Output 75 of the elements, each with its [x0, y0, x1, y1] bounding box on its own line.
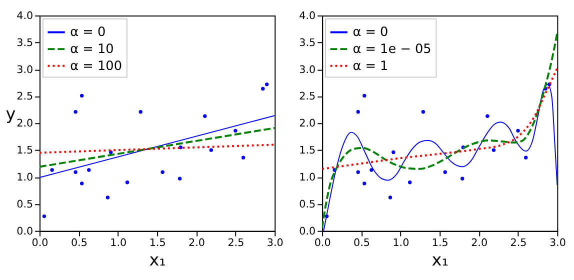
y-tick-label: 2.0 [16, 118, 34, 130]
point [486, 114, 490, 118]
legend-label: α = 0 [70, 25, 106, 40]
y-tick-label: 0.5 [299, 198, 316, 210]
x-tick-label: 0.5 [70, 237, 88, 250]
point [460, 176, 464, 180]
point [160, 170, 164, 174]
y-tick-label: 4.0 [299, 10, 316, 22]
point [524, 156, 528, 160]
point [138, 110, 142, 114]
point [74, 110, 78, 114]
point [241, 156, 246, 160]
y-tick-label: 4.0 [16, 10, 34, 22]
y-tick-label: 0.5 [16, 198, 34, 210]
x-tick-label: 2.5 [510, 237, 527, 250]
y-tick-label: 3.5 [299, 36, 316, 49]
x-tick-label: 0.0 [32, 237, 48, 250]
x-tick-label: 1.0 [110, 237, 127, 250]
point [516, 128, 520, 133]
x-tick-label: 2.5 [228, 237, 244, 250]
legend-label: α = 10 [70, 42, 114, 58]
point [106, 196, 110, 200]
point [209, 148, 214, 152]
y-tick-label: 1.5 [299, 144, 316, 157]
point [443, 170, 447, 174]
point [87, 168, 91, 172]
point [362, 94, 366, 98]
point [234, 128, 238, 133]
x-tick-label: 2.0 [471, 237, 488, 250]
legend-label: α = 100 [70, 58, 122, 74]
point [74, 170, 78, 174]
x-tick-label: 1.0 [392, 237, 410, 250]
x-tick-label: 2.0 [188, 237, 206, 250]
y-tick-label: 0.0 [16, 225, 34, 238]
point [178, 176, 182, 180]
x-tick-label: 0.5 [354, 237, 370, 250]
point [80, 182, 84, 186]
point [492, 148, 496, 152]
legend-label: α = 1e − 05 [352, 42, 432, 58]
legend-label: α = 1 [352, 58, 388, 74]
point [203, 114, 207, 118]
y-tick-label: 1.0 [299, 171, 316, 184]
y-tick-label: 1.5 [16, 144, 34, 157]
y-tick-label: 2.0 [299, 118, 316, 130]
x-tick-label: 3.0 [549, 237, 566, 250]
point [388, 196, 392, 200]
legend-label: α = 0 [352, 25, 388, 40]
point [370, 168, 374, 172]
y-tick-label: 0.0 [299, 225, 316, 238]
point [356, 110, 360, 114]
point [392, 150, 396, 154]
y-axis-title: y [6, 104, 16, 124]
point [362, 182, 366, 186]
x-axis-title: x₁ [432, 249, 448, 270]
point [408, 180, 412, 184]
x-tick-label: 0.0 [314, 237, 331, 250]
y-tick-label: 3.0 [299, 64, 316, 76]
point [261, 86, 265, 91]
y-tick-label: 3.0 [16, 64, 34, 76]
point [421, 110, 426, 114]
point [42, 214, 46, 218]
point [356, 170, 360, 174]
point [125, 180, 130, 184]
x-tick-label: 1.5 [432, 237, 448, 250]
point [80, 94, 84, 98]
x-tick-label: 1.5 [149, 237, 166, 250]
y-tick-label: 2.5 [16, 90, 34, 103]
point [264, 82, 269, 86]
x-tick-label: 3.0 [266, 237, 284, 250]
point [108, 150, 113, 154]
y-tick-label: 2.5 [299, 90, 316, 103]
x-axis-title: x₁ [149, 249, 166, 270]
y-tick-label: 1.0 [16, 171, 34, 184]
point [50, 168, 54, 172]
y-tick-label: 3.5 [16, 36, 34, 49]
